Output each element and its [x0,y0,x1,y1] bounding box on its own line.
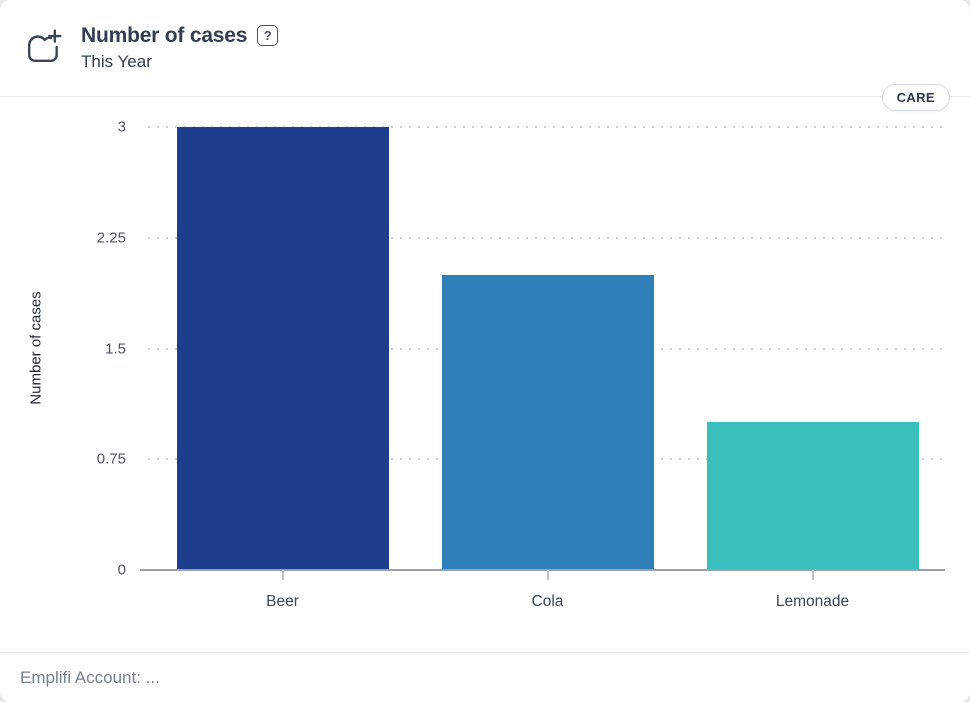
x-tick-cell [150,570,415,580]
bar-beer[interactable] [176,127,389,570]
bar-chart: Number of cases 0 0.75 1.5 2.25 3 Beer Cola Le… [0,97,970,652]
x-tick-mark [281,570,284,580]
bar-band [415,127,680,570]
plot-area [140,126,945,571]
y-tick-label: 0.75 [96,450,126,468]
y-tick-label: 1.5 [105,340,126,357]
gridline [148,236,945,239]
bars [150,127,945,570]
x-axis-label: Cola [531,593,564,610]
y-tick-label: 3 [117,118,126,136]
account-label: Emplifi Account: ... [20,667,160,687]
x-axis: Beer Cola Lemonade [150,570,945,611]
bar-lemonade[interactable] [706,422,919,570]
widget-subtitle: This Year [81,52,152,72]
x-axis-label: Lemonade [775,593,850,610]
case-add-icon [27,29,62,63]
x-axis-line [140,569,945,571]
header-titles: Number of cases ? This Year [81,23,279,73]
x-tick-cell [415,570,680,580]
care-badge: CARE [881,84,950,111]
widget-header: Number of cases ? This Year [0,0,970,97]
x-axis-label: Beer [266,593,299,610]
gridline [148,126,945,128]
x-tick-mark [546,570,549,580]
y-tick-label: 0 [117,561,126,579]
bar-band [150,127,415,570]
bar-cola[interactable] [441,274,654,570]
widget-footer: Emplifi Account: ... [0,652,970,702]
x-tick-mark [811,570,814,580]
help-icon[interactable]: ? [257,25,279,47]
x-axis-labels: Beer Cola Lemonade [150,593,945,611]
bar-band [680,127,945,570]
widget-title: Number of cases [81,24,248,48]
x-tick-cell [680,570,945,580]
x-axis-tick-marks [150,570,945,580]
y-axis-ticks: 0 0.75 1.5 2.25 3 [0,119,126,579]
y-tick-label: 2.25 [96,229,126,247]
